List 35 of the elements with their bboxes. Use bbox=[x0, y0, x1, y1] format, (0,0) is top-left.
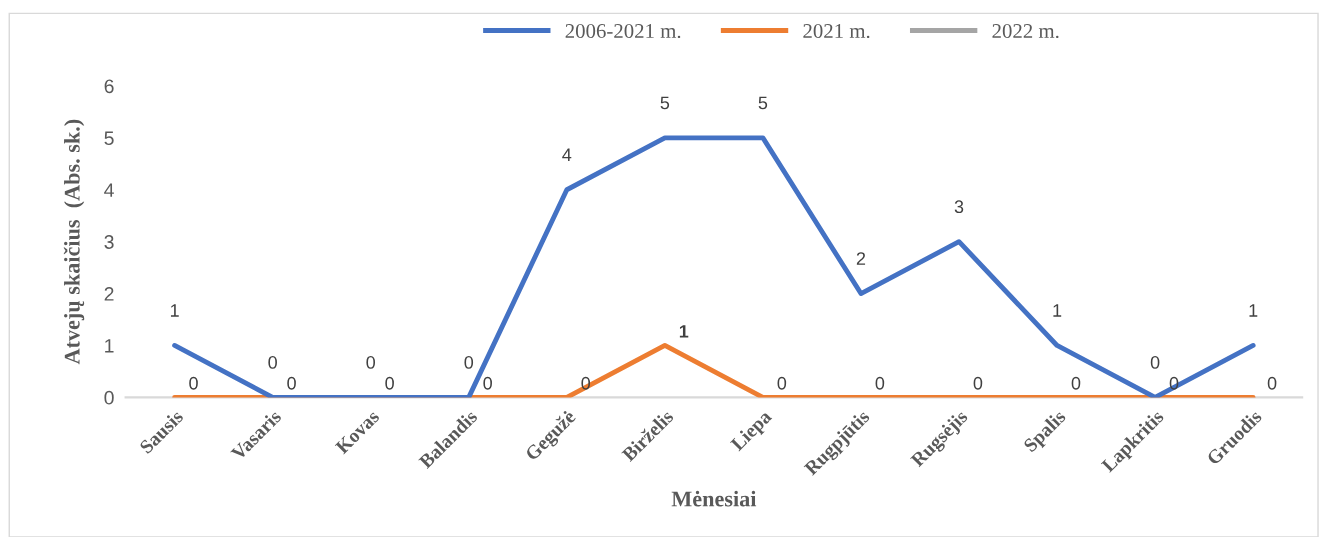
y-tick-label: 6 bbox=[104, 79, 114, 94]
data-label: 3 bbox=[954, 200, 964, 214]
data-label: 4 bbox=[562, 148, 572, 161]
y-tick-label: 2 bbox=[104, 287, 114, 301]
data-label: 0 bbox=[875, 376, 885, 390]
data-label: 2 bbox=[856, 252, 866, 265]
data-label: 0 bbox=[973, 376, 983, 390]
data-label: 0 bbox=[268, 356, 277, 369]
legend-label: 2021 m. bbox=[803, 23, 870, 39]
data-label: 1 bbox=[679, 325, 689, 338]
y-tick-label: 0 bbox=[104, 390, 114, 405]
data-label: 1 bbox=[1053, 304, 1062, 317]
x-axis-title: Mėnesiai bbox=[671, 490, 757, 507]
y-tick-label: 5 bbox=[104, 131, 114, 146]
data-label: 0 bbox=[483, 376, 492, 390]
data-label: 0 bbox=[777, 376, 787, 390]
legend-label: 2006-2021 m. bbox=[565, 23, 681, 39]
data-label: 0 bbox=[1267, 376, 1277, 390]
y-tick-label: 3 bbox=[104, 235, 114, 249]
data-label: 0 bbox=[189, 376, 198, 390]
data-label: 0 bbox=[287, 376, 296, 390]
data-label: 0 bbox=[1150, 356, 1160, 369]
data-label: 0 bbox=[1071, 376, 1081, 390]
data-label: 5 bbox=[660, 96, 670, 110]
y-axis-title: Atvejų skaičius (Abs. sk.) bbox=[63, 119, 85, 365]
line-series bbox=[172, 135, 1256, 398]
data-label: 0 bbox=[464, 356, 474, 369]
y-tick-label: 1 bbox=[105, 339, 114, 353]
data-label: 1 bbox=[170, 304, 179, 317]
y-tick-label: 4 bbox=[104, 183, 114, 197]
data-label: 0 bbox=[366, 356, 376, 369]
legend-label: 2022 m. bbox=[992, 23, 1059, 39]
data-label: 1 bbox=[1249, 304, 1258, 317]
data-label: 5 bbox=[758, 96, 768, 110]
data-label: 0 bbox=[385, 376, 394, 390]
